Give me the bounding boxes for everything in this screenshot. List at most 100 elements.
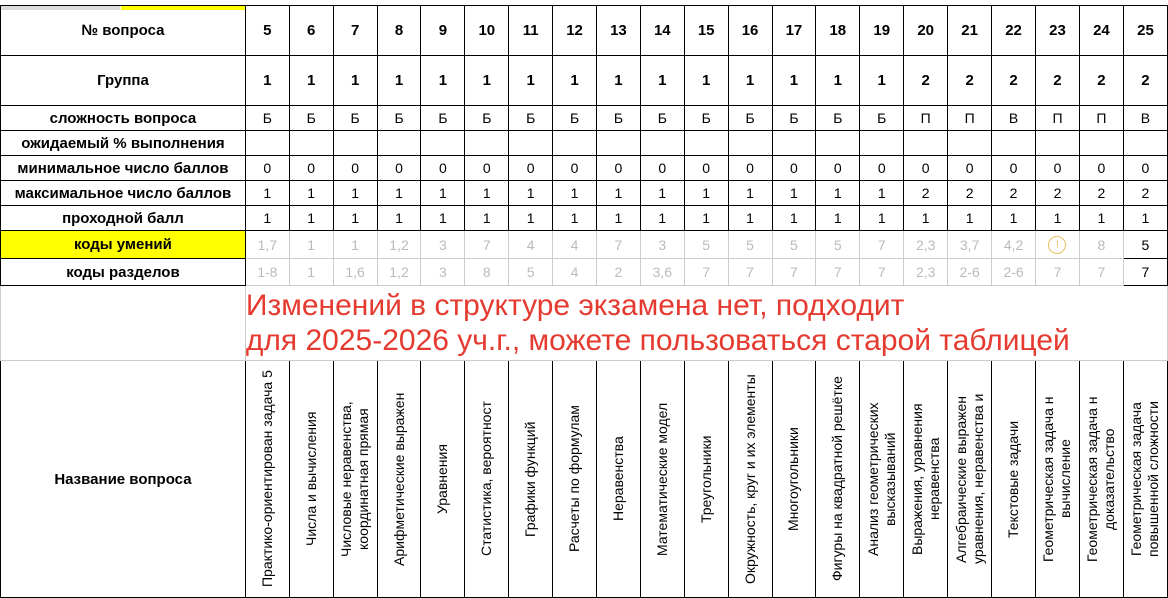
cell-group-15[interactable]: 1	[683, 55, 729, 106]
cell-pass-9[interactable]: 1	[420, 205, 466, 231]
cell-expected-13[interactable]	[595, 130, 641, 156]
cell-min-16[interactable]: 0	[727, 155, 773, 181]
cell-difficulty-19[interactable]: Б	[859, 105, 905, 131]
cell-number-10[interactable]: 10	[464, 5, 510, 56]
cell-difficulty-7[interactable]: Б	[332, 105, 378, 131]
cell-group-19[interactable]: 1	[859, 55, 905, 106]
cell-number-24[interactable]: 24	[1078, 5, 1124, 56]
cell-sections-25[interactable]: 7	[1122, 258, 1168, 286]
cell-group-24[interactable]: 2	[1078, 55, 1124, 106]
cell-min-15[interactable]: 0	[683, 155, 729, 181]
cell-names-14[interactable]: Математические модел	[639, 360, 685, 598]
cell-max-9[interactable]: 1	[420, 180, 466, 206]
cell-skills-7[interactable]: 1	[332, 230, 378, 259]
cell-group-10[interactable]: 1	[464, 55, 510, 106]
cell-difficulty-17[interactable]: Б	[771, 105, 817, 131]
cell-max-8[interactable]: 1	[376, 180, 422, 206]
cell-names-7[interactable]: Числовые неравенства, координатная пряма…	[332, 360, 378, 598]
cell-pass-25[interactable]: 1	[1122, 205, 1168, 231]
row-label-expected[interactable]: ожидаемый % выполнения	[0, 130, 246, 156]
cell-max-15[interactable]: 1	[683, 180, 729, 206]
cell-difficulty-15[interactable]: Б	[683, 105, 729, 131]
cell-sections-15[interactable]: 7	[683, 258, 729, 286]
cell-number-17[interactable]: 17	[771, 5, 817, 56]
cell-sections-14[interactable]: 3,6	[639, 258, 685, 286]
cell-expected-23[interactable]	[1035, 130, 1080, 156]
cell-difficulty-25[interactable]: В	[1122, 105, 1168, 131]
cell-expected-15[interactable]	[683, 130, 729, 156]
cell-difficulty-8[interactable]: Б	[376, 105, 422, 131]
cell-difficulty-21[interactable]: П	[947, 105, 993, 131]
cell-min-23[interactable]: 0	[1035, 155, 1080, 181]
cell-group-5[interactable]: 1	[244, 55, 290, 106]
cell-sections-23[interactable]: 7	[1035, 258, 1080, 286]
cell-difficulty-23[interactable]: П	[1035, 105, 1080, 131]
cell-names-6[interactable]: Числа и вычисления	[288, 360, 334, 598]
cell-sections-10[interactable]: 8	[464, 258, 510, 286]
cell-names-11[interactable]: Графики функций	[508, 360, 554, 598]
cell-pass-6[interactable]: 1	[288, 205, 334, 231]
cell-number-13[interactable]: 13	[595, 5, 641, 56]
row-label-max[interactable]: максимальное число баллов	[0, 180, 246, 206]
cell-min-8[interactable]: 0	[376, 155, 422, 181]
cell-names-25[interactable]: Геометрическая задача повышенной сложнос…	[1122, 360, 1168, 598]
cell-sections-6[interactable]: 1	[288, 258, 334, 286]
cell-number-9[interactable]: 9	[420, 5, 466, 56]
cell-skills-17[interactable]: 5	[771, 230, 817, 259]
cell-pass-20[interactable]: 1	[903, 205, 949, 231]
cell-sections-17[interactable]: 7	[771, 258, 817, 286]
row-label-sections[interactable]: коды разделов	[0, 258, 246, 286]
cell-min-6[interactable]: 0	[288, 155, 334, 181]
cell-min-9[interactable]: 0	[420, 155, 466, 181]
cell-expected-8[interactable]	[376, 130, 422, 156]
cell-names-9[interactable]: Уравнения	[420, 360, 466, 598]
cell-group-13[interactable]: 1	[595, 55, 641, 106]
cell-sections-24[interactable]: 7	[1078, 258, 1124, 286]
cell-min-22[interactable]: 0	[991, 155, 1036, 181]
cell-names-24[interactable]: Геометрическая задача н доказательство	[1078, 360, 1124, 598]
cell-max-12[interactable]: 1	[552, 180, 597, 206]
cell-group-12[interactable]: 1	[552, 55, 597, 106]
cell-group-16[interactable]: 1	[727, 55, 773, 106]
cell-pass-21[interactable]: 1	[947, 205, 993, 231]
cell-group-6[interactable]: 1	[288, 55, 334, 106]
cell-group-14[interactable]: 1	[639, 55, 685, 106]
cell-number-23[interactable]: 23	[1035, 5, 1080, 56]
cell-number-14[interactable]: 14	[639, 5, 685, 56]
cell-names-21[interactable]: Алгебраические выражен уравнения, нераве…	[947, 360, 993, 598]
row-label-difficulty[interactable]: сложность вопроса	[0, 105, 246, 131]
cell-difficulty-20[interactable]: П	[903, 105, 949, 131]
cell-max-22[interactable]: 2	[991, 180, 1036, 206]
cell-names-16[interactable]: Окружность, круг и их элементы	[727, 360, 773, 598]
cell-sections-13[interactable]: 2	[595, 258, 641, 286]
cell-sections-12[interactable]: 4	[552, 258, 597, 286]
cell-max-6[interactable]: 1	[288, 180, 334, 206]
cell-expected-9[interactable]	[420, 130, 466, 156]
cell-number-18[interactable]: 18	[815, 5, 861, 56]
cell-difficulty-9[interactable]: Б	[420, 105, 466, 131]
cell-expected-11[interactable]	[508, 130, 554, 156]
cell-max-7[interactable]: 1	[332, 180, 378, 206]
cell-difficulty-16[interactable]: Б	[727, 105, 773, 131]
cell-skills-12[interactable]: 4	[552, 230, 597, 259]
cell-min-11[interactable]: 0	[508, 155, 554, 181]
cell-max-24[interactable]: 2	[1078, 180, 1124, 206]
cell-expected-10[interactable]	[464, 130, 510, 156]
cell-expected-21[interactable]	[947, 130, 993, 156]
cell-group-23[interactable]: 2	[1035, 55, 1080, 106]
cell-skills-21[interactable]: 3,7	[947, 230, 993, 259]
cell-pass-18[interactable]: 1	[815, 205, 861, 231]
row-label-skills[interactable]: коды умений	[0, 230, 246, 259]
cell-expected-6[interactable]	[288, 130, 334, 156]
cell-pass-24[interactable]: 1	[1078, 205, 1124, 231]
cell-sections-11[interactable]: 5	[508, 258, 554, 286]
cell-sections-18[interactable]: 7	[815, 258, 861, 286]
cell-min-13[interactable]: 0	[595, 155, 641, 181]
cell-pass-12[interactable]: 1	[552, 205, 597, 231]
cell-skills-10[interactable]: 7	[464, 230, 510, 259]
row-label-number[interactable]: № вопроса	[0, 5, 246, 56]
cell-difficulty-24[interactable]: П	[1078, 105, 1124, 131]
cell-sections-22[interactable]: 2-6	[991, 258, 1036, 286]
cell-skills-25[interactable]: 5	[1122, 230, 1168, 259]
cell-sections-8[interactable]: 1,2	[376, 258, 422, 286]
